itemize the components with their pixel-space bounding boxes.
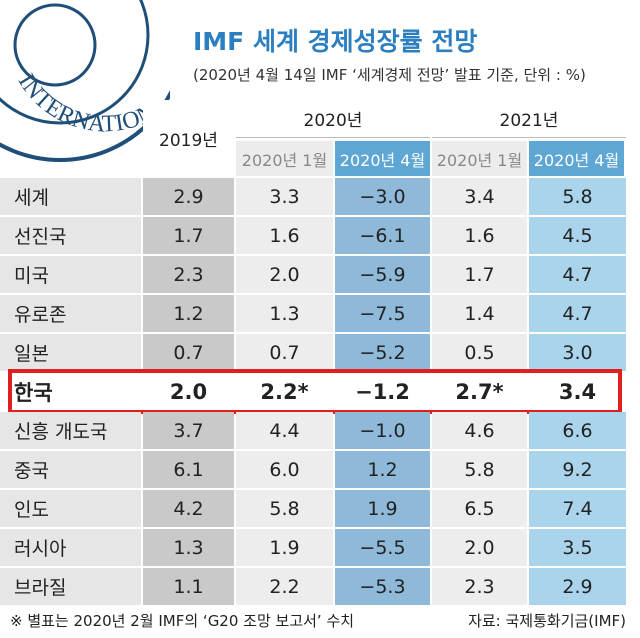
sub-header: 2020년 4월 bbox=[529, 141, 624, 176]
value-cell: 5.8 bbox=[432, 451, 527, 488]
value-cell: 2.2* bbox=[236, 373, 333, 410]
row-label: 인도 bbox=[0, 490, 141, 527]
value-cell: 6.0 bbox=[236, 451, 333, 488]
value-cell: 1.1 bbox=[143, 568, 234, 605]
group-header: 2020년 bbox=[236, 100, 430, 138]
sub-header: 2020년 1월 bbox=[236, 141, 333, 176]
value-cell: 1.6 bbox=[236, 217, 333, 254]
value-cell: 0.5 bbox=[432, 334, 527, 371]
value-cell: 1.9 bbox=[236, 529, 333, 566]
value-cell: 1.6 bbox=[432, 217, 527, 254]
row-label: 미국 bbox=[0, 256, 141, 293]
value-cell: 1.3 bbox=[236, 295, 333, 332]
value-cell: 0.7 bbox=[143, 334, 234, 371]
value-cell: 1.7 bbox=[432, 256, 527, 293]
value-cell: 1.7 bbox=[143, 217, 234, 254]
value-cell: 2.9 bbox=[143, 178, 234, 215]
value-cell: 2.7* bbox=[432, 373, 527, 410]
value-cell: 4.2 bbox=[143, 490, 234, 527]
row-label: 중국 bbox=[0, 451, 141, 488]
value-cell: 6.6 bbox=[529, 412, 626, 449]
value-cell: 0.7 bbox=[236, 334, 333, 371]
value-cell: 4.5 bbox=[529, 217, 626, 254]
title: IMF 세계 경제성장률 전망 bbox=[193, 27, 478, 56]
value-cell: −1.2 bbox=[335, 373, 430, 410]
group-header: 2021년 bbox=[432, 100, 626, 138]
value-cell: 3.4 bbox=[529, 373, 626, 410]
row-label: 유로존 bbox=[0, 295, 141, 332]
row-label: 세계 bbox=[0, 178, 141, 215]
value-cell: 1.9 bbox=[335, 490, 430, 527]
value-cell: 9.2 bbox=[529, 451, 626, 488]
value-cell: 1.3 bbox=[143, 529, 234, 566]
value-cell: −5.9 bbox=[335, 256, 430, 293]
value-cell: −5.3 bbox=[335, 568, 430, 605]
source: 자료: 국제통화기금(IMF) bbox=[468, 612, 626, 630]
value-cell: 2.9 bbox=[529, 568, 626, 605]
value-cell: −6.1 bbox=[335, 217, 430, 254]
value-cell: 2.0 bbox=[432, 529, 527, 566]
value-cell: 2.0 bbox=[236, 256, 333, 293]
footnote: ※ 별표는 2020년 2월 IMF의 ‘G20 조망 보고서’ 수치 bbox=[10, 612, 355, 630]
value-cell: −5.2 bbox=[335, 334, 430, 371]
value-cell: 3.5 bbox=[529, 529, 626, 566]
value-cell: 1.4 bbox=[432, 295, 527, 332]
sub-header: 2020년 4월 bbox=[335, 141, 430, 176]
value-cell: −1.0 bbox=[335, 412, 430, 449]
value-cell: 5.8 bbox=[236, 490, 333, 527]
subtitle: (2020년 4월 14일 IMF ‘세계경제 전망’ 발표 기준, 단위 : … bbox=[193, 66, 586, 84]
sub-header: 2020년 1월 bbox=[432, 141, 527, 176]
row-label: 한국 bbox=[0, 373, 141, 410]
value-cell: 2.3 bbox=[432, 568, 527, 605]
value-cell: 3.0 bbox=[529, 334, 626, 371]
value-cell: 4.7 bbox=[529, 256, 626, 293]
group-header: 2019년 bbox=[143, 100, 234, 176]
value-cell: 4.6 bbox=[432, 412, 527, 449]
row-label: 신흥 개도국 bbox=[0, 412, 141, 449]
value-cell: 4.7 bbox=[529, 295, 626, 332]
logo-inner-ring bbox=[0, 0, 150, 125]
value-cell: 3.4 bbox=[432, 178, 527, 215]
value-cell: −7.5 bbox=[335, 295, 430, 332]
value-cell: 6.1 bbox=[143, 451, 234, 488]
value-cell: 5.8 bbox=[529, 178, 626, 215]
value-cell: 3.7 bbox=[143, 412, 234, 449]
logo-globe bbox=[13, 3, 97, 87]
value-cell: 1.2 bbox=[143, 295, 234, 332]
value-cell: 7.4 bbox=[529, 490, 626, 527]
value-cell: 6.5 bbox=[432, 490, 527, 527]
value-cell: 1.2 bbox=[335, 451, 430, 488]
row-label: 선진국 bbox=[0, 217, 141, 254]
value-cell: 3.3 bbox=[236, 178, 333, 215]
value-cell: −3.0 bbox=[335, 178, 430, 215]
value-cell: 2.2 bbox=[236, 568, 333, 605]
value-cell: 4.4 bbox=[236, 412, 333, 449]
value-cell: −5.5 bbox=[335, 529, 430, 566]
value-cell: 2.3 bbox=[143, 256, 234, 293]
value-cell: 2.0 bbox=[143, 373, 234, 410]
row-label: 브라질 bbox=[0, 568, 141, 605]
row-label: 일본 bbox=[0, 334, 141, 371]
highlight-box bbox=[8, 369, 622, 414]
imf-logo: INTERNATIONAL bbox=[0, 0, 170, 162]
row-label: 러시아 bbox=[0, 529, 141, 566]
